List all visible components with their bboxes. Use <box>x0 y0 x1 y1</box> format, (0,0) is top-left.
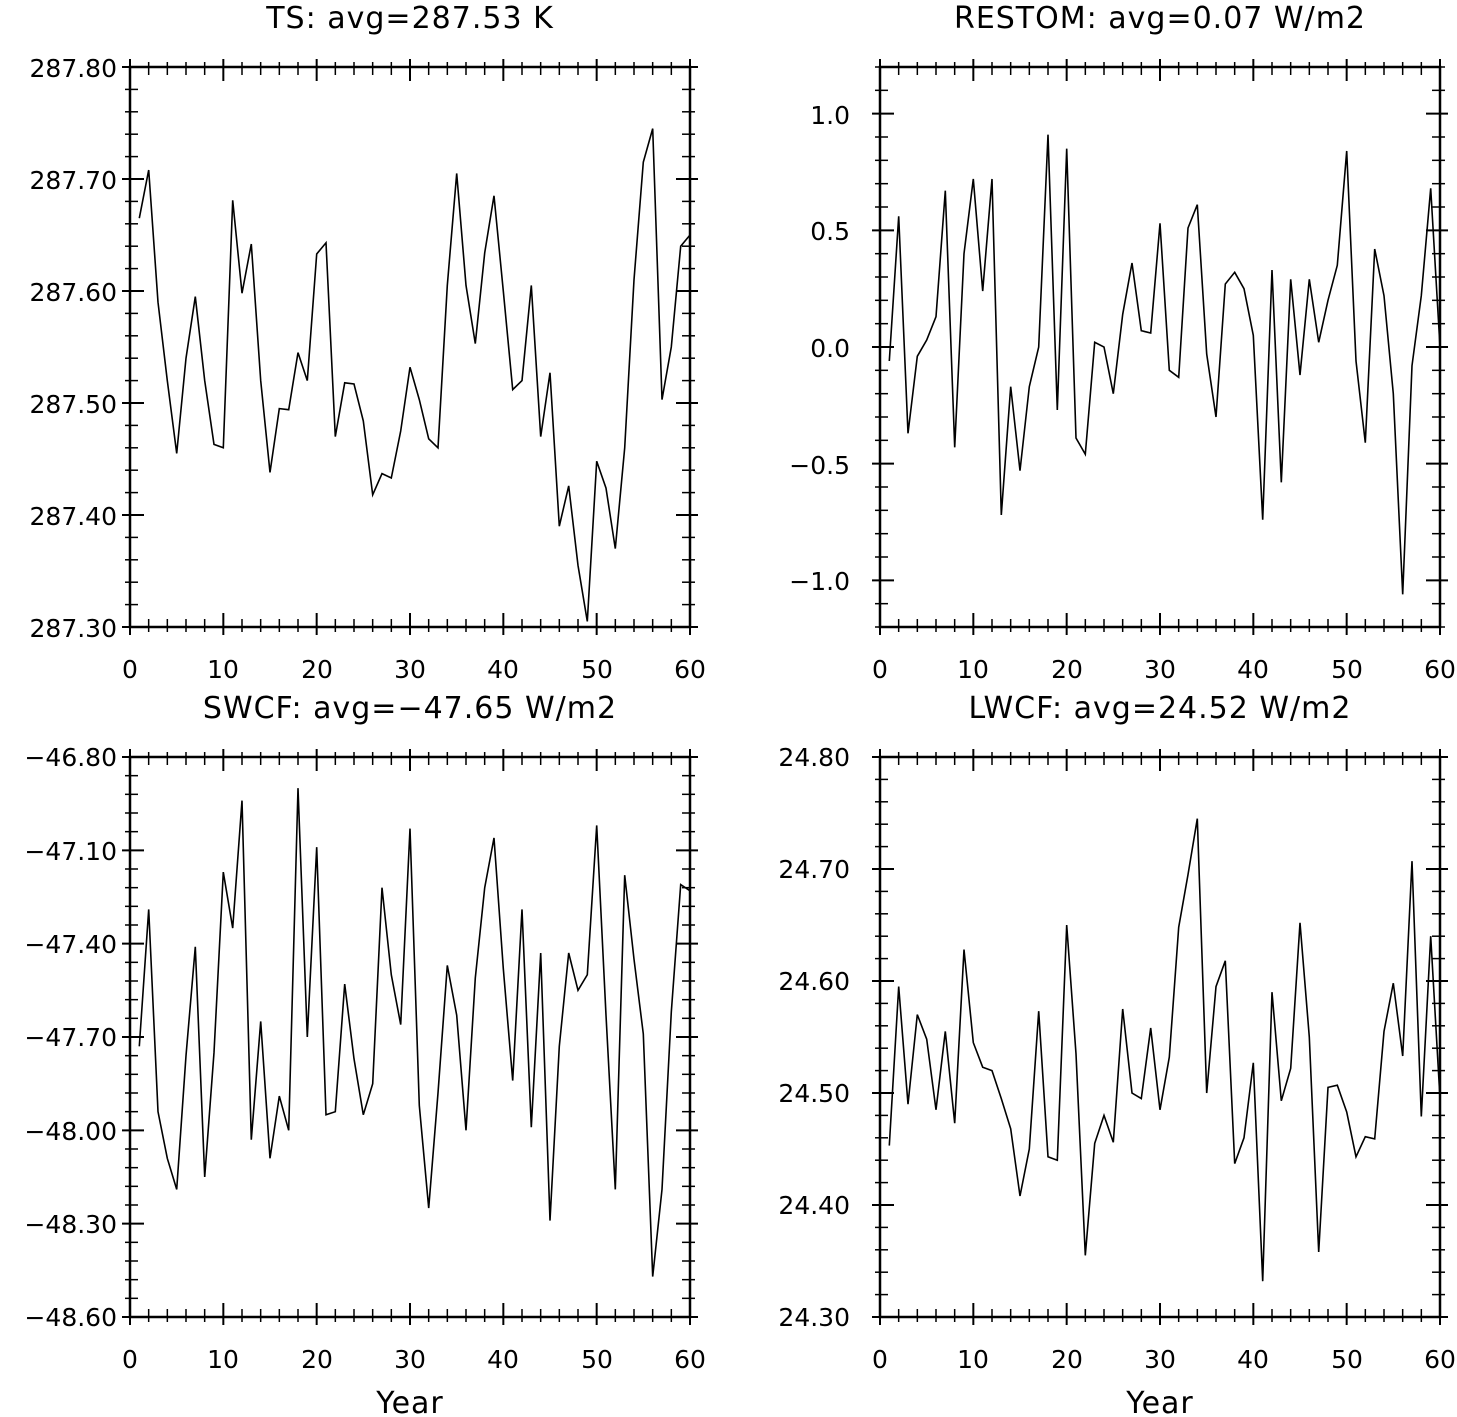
ts-x-tick-label: 20 <box>301 655 333 684</box>
restom-x-tick-label: 60 <box>1424 655 1456 684</box>
ts-y-tick-label: 287.60 <box>30 278 117 307</box>
restom-y-tick-labels: −1.0 −0.5 0.0 0.5 1.0 <box>789 101 850 596</box>
swcf-x-tick-label: 60 <box>674 1345 706 1374</box>
lwcf-y-tick-label: 24.80 <box>778 743 850 772</box>
swcf-x-tick-label: 50 <box>581 1345 613 1374</box>
restom-y-tick-label: 0.0 <box>810 334 850 363</box>
lwcf-y-tick-label: 24.40 <box>778 1191 850 1220</box>
lwcf-x-tick-label: 20 <box>1051 1345 1083 1374</box>
ts-y-tick-label: 287.80 <box>30 54 117 83</box>
lwcf-x-tick-label: 40 <box>1237 1345 1269 1374</box>
ts-title: TS: avg=287.53 K <box>265 1 554 36</box>
lwcf-y-tick-label: 24.30 <box>778 1303 850 1332</box>
lwcf-x-tick-label: 30 <box>1144 1345 1176 1374</box>
restom-y-tick-label: 0.5 <box>810 217 850 246</box>
swcf-x-tick-label: 40 <box>487 1345 519 1374</box>
ts-plot-frame <box>128 65 692 629</box>
swcf-x-axis-label: Year <box>375 1386 444 1417</box>
ts-x-tick-label: 0 <box>122 655 138 684</box>
lwcf-x-tick-label: 60 <box>1424 1345 1456 1374</box>
swcf-x-tick-label: 10 <box>207 1345 239 1374</box>
lwcf-title: LWCF: avg=24.52 W/m2 <box>969 691 1352 726</box>
restom-x-tick-label: 10 <box>957 655 989 684</box>
ts-x-tick-labels: 0 10 20 30 40 50 60 <box>122 655 706 684</box>
swcf-y-tick-label: −48.30 <box>24 1210 117 1239</box>
lwcf-x-tick-label: 50 <box>1331 1345 1363 1374</box>
restom-x-tick-label: 30 <box>1144 655 1176 684</box>
swcf-x-tick-labels: 0 10 20 30 40 50 60 <box>122 1345 706 1374</box>
restom-y-tick-label: 1.0 <box>810 101 850 130</box>
lwcf-x-tick-labels: 0 10 20 30 40 50 60 <box>872 1345 1456 1374</box>
lwcf-y-tick-label: 24.60 <box>778 967 850 996</box>
lwcf-y-tick-labels: 24.30 24.40 24.50 24.60 24.70 24.80 <box>778 743 850 1332</box>
ts-y-tick-labels: 287.30 287.40 287.50 287.60 287.70 287.8… <box>30 54 117 643</box>
ts-y-tick-label: 287.30 <box>30 614 117 643</box>
ts-x-tick-label: 40 <box>487 655 519 684</box>
swcf-y-tick-label: −47.40 <box>24 930 117 959</box>
swcf-y-tick-label: −48.00 <box>24 1117 117 1146</box>
ts-panel: TS: avg=287.53 K 287.30 287.40 287.50 28… <box>30 1 706 684</box>
restom-x-tick-label: 20 <box>1051 655 1083 684</box>
lwcf-y-tick-label: 24.50 <box>778 1079 850 1108</box>
restom-y-tick-label: −1.0 <box>789 567 850 596</box>
swcf-y-tick-labels: −48.60 −48.30 −48.00 −47.70 −47.40 −47.1… <box>24 743 117 1332</box>
lwcf-series-line <box>888 818 1441 1282</box>
swcf-y-tick-label: −46.80 <box>24 743 117 772</box>
lwcf-y-tick-label: 24.70 <box>778 855 850 884</box>
ts-y-tick-label: 287.40 <box>30 502 117 531</box>
swcf-title: SWCF: avg=−47.65 W/m2 <box>203 691 617 726</box>
ts-x-tick-label: 60 <box>674 655 706 684</box>
restom-y-tick-label: −0.5 <box>789 451 850 480</box>
lwcf-plot-frame <box>878 755 1442 1319</box>
swcf-y-tick-label: −47.10 <box>24 837 117 866</box>
lwcf-x-axis-label: Year <box>1125 1386 1194 1417</box>
swcf-y-tick-label: −48.60 <box>24 1303 117 1332</box>
restom-x-tick-label: 40 <box>1237 655 1269 684</box>
swcf-x-tick-label: 30 <box>394 1345 426 1374</box>
ts-x-tick-label: 10 <box>207 655 239 684</box>
ts-y-tick-label: 287.50 <box>30 390 117 419</box>
lwcf-x-tick-label: 0 <box>872 1345 888 1374</box>
ts-y-tick-label: 287.70 <box>30 166 117 195</box>
restom-x-tick-label: 0 <box>872 655 888 684</box>
restom-series-line <box>888 134 1441 595</box>
ts-x-tick-label: 30 <box>394 655 426 684</box>
lwcf-panel: LWCF: avg=24.52 W/m2 24.30 24.40 24.50 2… <box>778 691 1455 1417</box>
restom-x-tick-label: 50 <box>1331 655 1363 684</box>
lwcf-x-tick-label: 10 <box>957 1345 989 1374</box>
swcf-panel: SWCF: avg=−47.65 W/m2 −48.60 −48.30 −48.… <box>24 691 705 1417</box>
swcf-x-tick-label: 0 <box>122 1345 138 1374</box>
restom-panel: RESTOM: avg=0.07 W/m2 −1.0 −0.5 0.0 0.5 … <box>789 1 1456 684</box>
restom-title: RESTOM: avg=0.07 W/m2 <box>954 1 1366 36</box>
ts-x-tick-label: 50 <box>581 655 613 684</box>
ts-series-line <box>138 128 691 622</box>
swcf-x-tick-label: 20 <box>301 1345 333 1374</box>
restom-x-tick-labels: 0 10 20 30 40 50 60 <box>872 655 1456 684</box>
swcf-y-tick-label: −47.70 <box>24 1023 117 1052</box>
swcf-series-line <box>138 788 691 1277</box>
